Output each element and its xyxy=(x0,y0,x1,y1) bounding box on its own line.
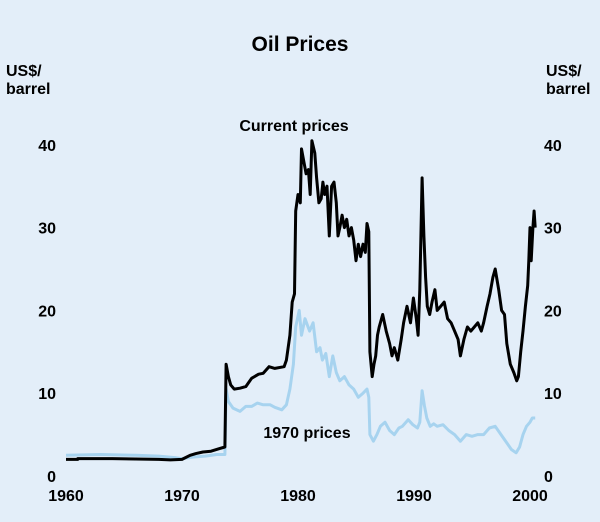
y-tick-right-0: 0 xyxy=(544,469,553,486)
current-prices-line xyxy=(66,139,537,462)
left-unit-label-line2: barrel xyxy=(6,81,50,98)
y-tick-left-0: 0 xyxy=(47,469,56,486)
left-y-axis: 0 10 20 30 40 xyxy=(38,138,56,486)
right-unit-label-line2: barrel xyxy=(546,81,590,98)
y-tick-right-20: 20 xyxy=(544,303,562,320)
x-axis: 1960 1970 1980 1990 2000 xyxy=(48,488,548,505)
y-tick-left-20: 20 xyxy=(38,303,56,320)
y-tick-left-40: 40 xyxy=(38,138,56,155)
y-tick-right-10: 10 xyxy=(544,386,562,403)
x-tick-2000: 2000 xyxy=(512,488,548,505)
x-tick-1960: 1960 xyxy=(48,488,84,505)
x-tick-1990: 1990 xyxy=(396,488,432,505)
y-tick-left-30: 30 xyxy=(38,221,56,238)
x-tick-1970: 1970 xyxy=(164,488,200,505)
left-unit-label-line1: US$/ xyxy=(6,63,42,80)
y-tick-right-40: 40 xyxy=(544,138,562,155)
x-tick-1980: 1980 xyxy=(280,488,316,505)
real-1970-prices-line xyxy=(65,308,536,461)
series-layer xyxy=(65,139,537,462)
y-tick-right-30: 30 xyxy=(544,221,562,238)
right-y-axis: 0 10 20 30 40 xyxy=(544,138,562,486)
current-prices-label: Current prices xyxy=(239,118,348,135)
chart-title: Oil Prices xyxy=(252,33,349,56)
real-prices-label: 1970 prices xyxy=(263,425,350,442)
y-tick-left-10: 10 xyxy=(38,386,56,403)
right-unit-label-line1: US$/ xyxy=(546,63,582,80)
